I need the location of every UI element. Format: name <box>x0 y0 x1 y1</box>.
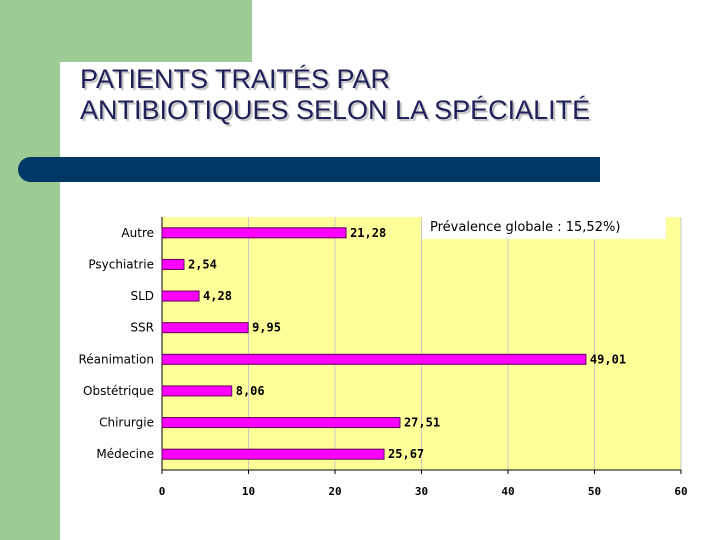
green-top-block <box>0 0 252 62</box>
bar-6 <box>161 417 401 429</box>
category-label: Réanimation <box>78 352 154 366</box>
x-tick-label: 40 <box>501 485 514 498</box>
value-label: 21,28 <box>350 226 386 240</box>
category-label: Chirurgie <box>99 416 154 430</box>
green-side-band <box>0 0 60 540</box>
x-tick-label: 30 <box>415 485 428 498</box>
x-tick-label: 50 <box>588 485 601 498</box>
title-divider-bar <box>18 157 600 182</box>
value-label: 27,51 <box>404 416 440 430</box>
x-tick-label: 0 <box>159 485 166 498</box>
bar-5 <box>161 385 233 397</box>
bar-4 <box>161 353 587 365</box>
x-tick-label: 10 <box>242 485 255 498</box>
category-label: SLD <box>130 289 154 303</box>
value-label: 8,06 <box>236 384 265 398</box>
slide-title-line-2: ANTIBIOTIQUES SELON LA SPÉCIALITÉ <box>80 95 591 125</box>
value-label: 4,28 <box>203 289 232 303</box>
category-label: SSR <box>130 321 154 335</box>
category-label: Obstétrique <box>83 384 154 398</box>
bar-3 <box>161 322 249 334</box>
slide-title: PATIENTS TRAITÉS PAR ANTIBIOTIQUES SELON… <box>80 64 590 126</box>
value-label: 25,67 <box>388 447 424 461</box>
x-tick-label: 20 <box>328 485 341 498</box>
category-label: Médecine <box>96 447 154 461</box>
value-label: 49,01 <box>590 352 626 366</box>
value-label: 9,95 <box>252 321 281 335</box>
category-label: Autre <box>121 226 154 240</box>
x-tick-label: 60 <box>674 485 687 498</box>
bar-2 <box>161 290 200 302</box>
bar-0 <box>161 227 347 239</box>
slide-title-line-1: PATIENTS TRAITÉS PAR <box>80 64 391 94</box>
bar-1 <box>161 258 185 270</box>
global-prevalence-note: Prévalence globale : 15,52%) <box>422 216 666 239</box>
value-label: 2,54 <box>188 257 217 271</box>
category-label: Psychiatrie <box>88 257 154 271</box>
bar-7 <box>161 448 385 460</box>
